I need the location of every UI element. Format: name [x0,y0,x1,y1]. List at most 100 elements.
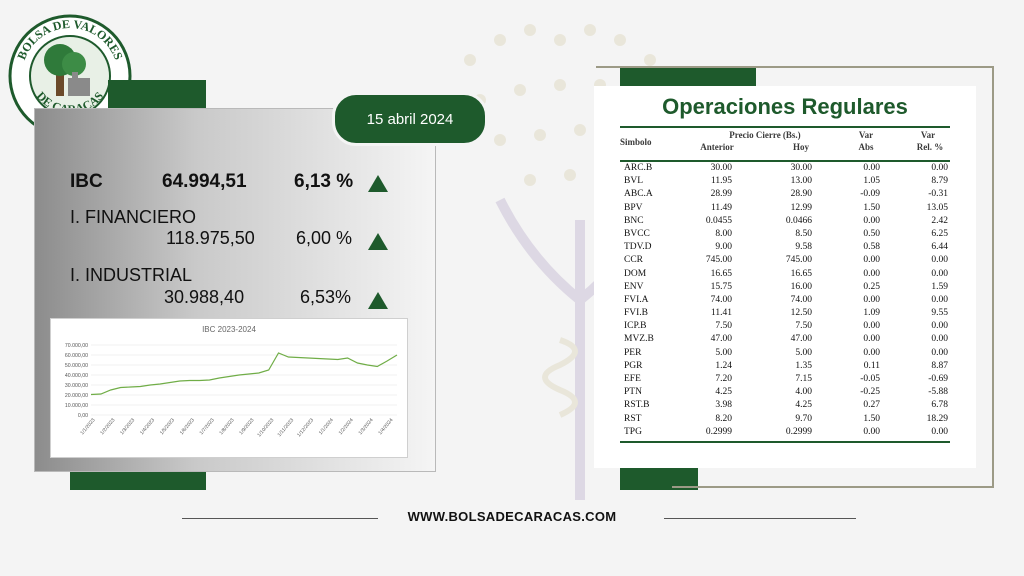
accent-bar-bottom-right [620,468,698,490]
x-tick-label: 1/2/2023 [99,417,116,436]
cell-anterior: 11.41 [710,308,732,319]
cell-var-abs: 1.09 [863,308,880,319]
website-url[interactable]: WWW.BOLSADECARACAS.COM [407,509,617,524]
x-tick-label: 1/1/2023 [79,417,96,436]
cell-anterior: 8.20 [715,413,732,424]
cell-simbolo: PTN [624,387,642,398]
operations-table: Simbolo Precio Cierre (Bs.) Anterior Hoy… [620,126,950,443]
cell-anterior: 1.24 [715,360,732,371]
x-tick-label: 1/10/2023 [256,417,275,438]
x-tick-label: 1/2/2024 [338,417,355,436]
cell-var-rel: 0.00 [931,163,948,173]
header-hoy: Hoy [792,142,809,152]
cell-var-abs: -0.25 [860,387,880,398]
x-tick-label: 1/6/2023 [179,417,196,436]
chart-plot: 0,00 10.000,00 20.000,00 30.000,00 40.000,00… [65,343,398,438]
table-row: ENV 15.75 16.00 0.25 1.59 [620,281,950,294]
cell-var-abs: 1.50 [863,202,880,213]
table-row: ARC.B 30.00 30.00 0.00 0.00 [620,162,950,175]
financiero-value: 118.975,50 [166,228,255,248]
cell-var-abs: 0.00 [863,268,880,279]
table-row: CCR 745.00 745.00 0.00 0.00 [620,254,950,267]
cell-var-rel: 6.78 [931,400,948,411]
industrial-value: 30.988,40 [164,287,245,307]
cell-simbolo: PER [624,347,642,358]
x-tick-label: 1/4/2023 [139,417,156,436]
cell-anterior: 74.00 [710,294,732,305]
cell-var-rel: 0.00 [931,321,948,332]
up-arrow-icon [368,175,388,192]
cell-var-abs: 0.00 [863,215,880,226]
table-row: PGR 1.24 1.35 0.11 8.87 [620,360,950,373]
cell-simbolo: BVL [624,176,643,187]
cell-simbolo: FVI.A [624,294,649,305]
cell-var-abs: 0.00 [863,294,880,305]
cell-var-rel: 8.79 [931,176,948,187]
cell-var-rel: -0.69 [928,374,948,384]
cell-var-abs: 0.27 [863,400,880,411]
cell-anterior: 28.99 [710,189,732,200]
cell-var-rel: 6.25 [931,228,948,239]
cell-var-abs: 1.50 [863,413,880,424]
table-row: BVCC 8.00 8.50 0.50 6.25 [620,228,950,241]
ibc-chart: IBC 2023-2024 0,00 10.000,00 20.000,00 30.0… [50,318,408,458]
cell-hoy: 7.50 [795,321,812,332]
cell-anterior: 745.00 [705,255,732,266]
cell-var-rel: 8.87 [931,360,948,371]
table-row: PER 5.00 5.00 0.00 0.00 [620,347,950,360]
cell-hoy: 5.00 [795,347,812,358]
cell-var-rel: 0.00 [931,334,948,345]
x-tick-label: 1/3/2024 [358,417,375,436]
cell-hoy: 16.00 [790,281,812,292]
cell-var-rel: 1.59 [931,281,948,292]
cell-anterior: 7.50 [715,321,732,332]
header-rel: Rel. % [916,142,944,152]
header-precio: Precio Cierre (Bs.) [729,130,801,140]
table-body: ARC.B 30.00 30.00 0.00 0.00 BVL 11.95 13.00 1.05… [620,162,950,439]
cell-hoy: 8.50 [795,228,812,239]
y-tick-label: 70.000,00 [65,343,88,349]
operations-panel: Operaciones Regulares Simbolo Precio Cie… [594,86,976,468]
cell-var-rel: 0.00 [931,268,948,279]
x-tick-label: 1/4/2024 [377,417,394,436]
cell-simbolo: DOM [624,268,647,279]
cell-anterior: 11.95 [710,176,732,187]
cell-simbolo: RST [624,413,642,424]
ibc-value: 64.994,51 [162,171,247,192]
cell-anterior: 3.98 [715,400,732,411]
x-tick-label: 1/9/2023 [238,417,255,436]
cell-hoy: 0.0466 [785,215,812,226]
up-arrow-icon [368,233,388,250]
table-row: MVZ.B 47.00 47.00 0.00 0.00 [620,333,950,346]
cell-simbolo: CCR [624,255,644,266]
up-arrow-icon [368,292,388,309]
operations-frame [596,66,994,488]
chart-title: IBC 2023-2024 [202,325,256,334]
cell-var-rel: 13.05 [926,202,948,213]
y-tick-label: 60.000,00 [65,353,88,359]
accent-bar-bottom-left [70,468,206,490]
cell-var-abs: -0.09 [860,189,880,200]
cell-hoy: 4.25 [795,400,812,411]
y-tick-label: 0,00 [78,413,88,419]
cell-anterior: 8.00 [715,228,732,239]
header-abs: Abs [858,142,874,152]
ibc-label: IBC [70,171,103,192]
cell-simbolo: ABC.A [624,189,653,200]
date-badge: 15 abril 2024 [332,92,488,146]
y-tick-label: 50.000,00 [65,363,88,369]
cell-var-abs: 1.05 [863,176,880,187]
cell-hoy: 28.90 [790,189,812,200]
y-tick-label: 40.000,00 [65,373,88,379]
cell-simbolo: MVZ.B [624,334,654,345]
header-simbolo: Simbolo [620,137,652,147]
cell-var-abs: 0.00 [863,426,880,437]
cell-hoy: 13.00 [790,176,812,187]
cell-var-rel: 6.44 [931,242,948,253]
footer-divider-right [664,518,856,519]
cell-hoy: 1.35 [795,360,812,371]
cell-var-rel: -0.31 [928,189,948,200]
cell-hoy: 47.00 [790,334,812,345]
cell-hoy: 74.00 [790,294,812,305]
cell-var-abs: 0.50 [863,228,880,239]
